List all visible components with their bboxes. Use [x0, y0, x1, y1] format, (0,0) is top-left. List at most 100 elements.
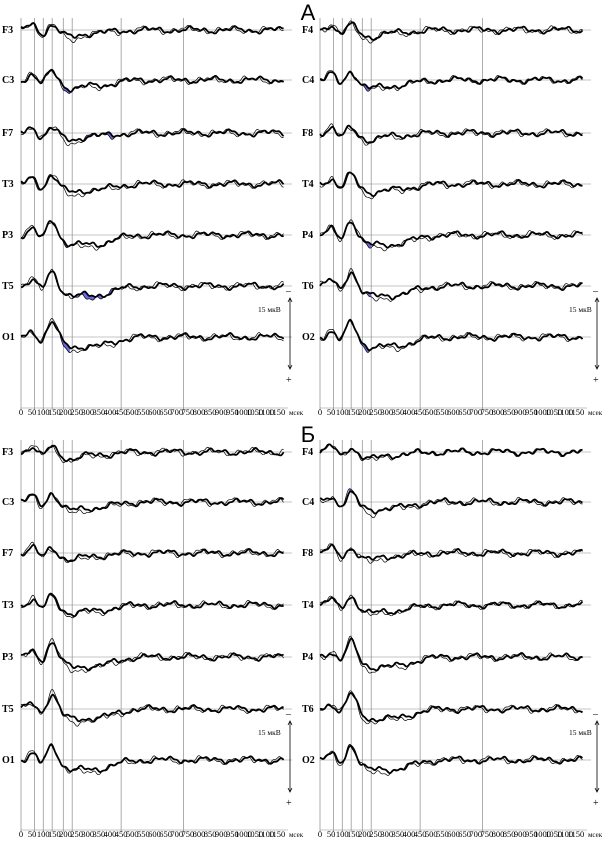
trace-thick — [20, 492, 285, 513]
x-tick-label: 850 — [204, 407, 217, 417]
x-tick-label: 500 — [425, 407, 438, 417]
trace-thick — [319, 271, 583, 301]
x-tick-label: 450 — [115, 407, 128, 417]
scale-arrow-down — [287, 364, 293, 370]
x-tick-label: 150 — [347, 829, 360, 839]
channel-label-O1: O1 — [2, 332, 15, 343]
x-unit-label: мсек — [588, 831, 602, 839]
x-tick-label: 650 — [458, 407, 471, 417]
x-tick-label: 800 — [492, 829, 505, 839]
x-tick-label: 750 — [481, 829, 494, 839]
polarity-negative: – — [592, 709, 599, 720]
x-tick-label: 600 — [447, 829, 460, 839]
channel-label-T3: T3 — [2, 600, 14, 611]
x-tick-label: 1100 — [556, 829, 573, 839]
x-tick-label: 300 — [380, 407, 393, 417]
channel-label-F3: F3 — [2, 25, 13, 36]
x-tick-label: 650 — [159, 829, 172, 839]
x-tick-label: 550 — [137, 407, 150, 417]
x-tick-label: 950 — [226, 407, 239, 417]
x-tick-label: 700 — [469, 407, 482, 417]
x-unit-label: мсек — [289, 831, 304, 839]
channel-label-F7: F7 — [2, 128, 13, 139]
trace-thick — [20, 22, 284, 39]
polarity-positive: + — [286, 375, 292, 386]
scale-label: 15 мкВ — [569, 728, 592, 737]
channel-label-O2: O2 — [302, 332, 315, 343]
trace-thin — [319, 488, 583, 519]
x-tick-label: 900 — [215, 829, 228, 839]
x-tick-label: 1000 — [534, 829, 551, 839]
x-tick-label: 150 — [48, 407, 61, 417]
x-tick-label: 550 — [137, 829, 150, 839]
x-tick-label: 1000 — [534, 407, 551, 417]
polarity-positive: + — [593, 375, 599, 386]
x-tick-label: 800 — [492, 407, 505, 417]
scale-arrow-up — [594, 297, 600, 303]
x-tick-label: 950 — [226, 829, 239, 839]
channel-label-T3: T3 — [2, 179, 14, 190]
trace-thick — [319, 171, 583, 198]
x-tick-label: 100 — [336, 407, 349, 417]
trace-thin — [20, 126, 284, 147]
trace-thick — [319, 221, 583, 249]
trace-thick — [319, 543, 583, 561]
trace-thin — [319, 20, 583, 44]
trace-thin — [20, 744, 284, 776]
trace-thin — [319, 320, 583, 353]
x-tick-label: 50 — [28, 829, 37, 839]
channel-label-T5: T5 — [2, 704, 14, 715]
channel-label-T4: T4 — [302, 600, 314, 611]
trace-thin — [319, 690, 583, 725]
x-tick-label: 450 — [414, 407, 427, 417]
x-tick-label: 0 — [19, 407, 23, 417]
trace-thick — [319, 21, 584, 41]
x-tick-label: 950 — [525, 407, 538, 417]
x-tick-label: 300 — [81, 407, 94, 417]
x-tick-label: 1100 — [257, 829, 274, 839]
x-tick-label: 650 — [159, 407, 172, 417]
x-tick-label: 250 — [70, 829, 83, 839]
x-tick-label: 150 — [48, 829, 61, 839]
x-tick-label: 1100 — [257, 407, 274, 417]
x-tick-label: 600 — [148, 829, 161, 839]
x-tick-label: 100 — [336, 829, 349, 839]
trace-thick — [20, 220, 284, 248]
x-tick-label: 850 — [204, 829, 217, 839]
x-tick-label: 1050 — [545, 407, 562, 417]
trace-thick — [20, 444, 285, 463]
x-tick-label: 550 — [436, 407, 449, 417]
x-tick-label: 750 — [182, 407, 195, 417]
channel-label-F8: F8 — [302, 128, 313, 139]
channel-label-O2: O2 — [302, 755, 315, 766]
x-tick-label: 750 — [481, 407, 494, 417]
channel-label-F3: F3 — [2, 447, 13, 458]
x-tick-label: 1000 — [235, 407, 252, 417]
x-tick-label: 650 — [458, 829, 471, 839]
x-tick-label: 350 — [93, 829, 106, 839]
x-tick-label: 900 — [215, 407, 228, 417]
x-tick-label: 750 — [182, 829, 195, 839]
trace-thick — [319, 124, 583, 144]
x-tick-label: 450 — [115, 829, 128, 839]
polarity-negative: – — [592, 286, 599, 297]
section-label: А — [301, 0, 316, 25]
channel-label-P4: P4 — [302, 230, 313, 241]
channel-label-T6: T6 — [302, 704, 314, 715]
trace-thick — [20, 270, 285, 299]
x-tick-label: 250 — [70, 407, 83, 417]
x-tick-label: 400 — [403, 829, 416, 839]
trace-thick — [20, 693, 284, 723]
x-tick-label: 0 — [318, 407, 322, 417]
x-unit-label: мсек — [588, 409, 602, 417]
trace-thick — [20, 543, 284, 563]
x-tick-label: 350 — [392, 407, 405, 417]
x-tick-label: 0 — [19, 829, 23, 839]
x-tick-label: 250 — [369, 407, 382, 417]
channel-label-O1: O1 — [2, 755, 15, 766]
trace-thick — [319, 596, 584, 615]
x-tick-label: 450 — [414, 829, 427, 839]
x-tick-label: 50 — [327, 829, 336, 839]
x-tick-label: 700 — [170, 829, 183, 839]
trace-thin — [20, 688, 284, 727]
